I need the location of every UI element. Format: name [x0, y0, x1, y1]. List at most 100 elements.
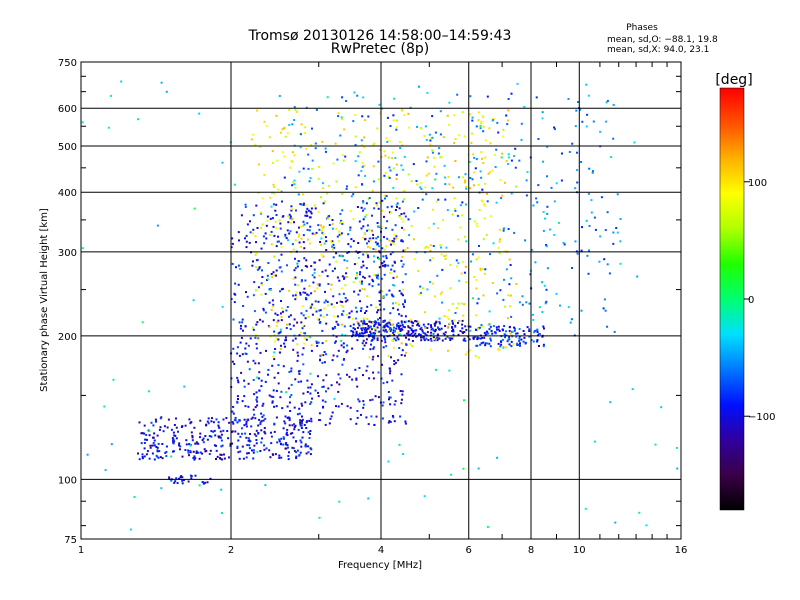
data-point [141, 432, 144, 435]
data-point [212, 421, 215, 424]
data-point [542, 211, 545, 213]
data-point [471, 132, 473, 135]
data-point [339, 134, 342, 137]
data-point [260, 379, 263, 382]
data-point [479, 337, 482, 340]
data-point [293, 106, 296, 109]
data-point [510, 159, 513, 162]
data-point [520, 138, 523, 141]
data-point [146, 438, 148, 441]
data-point [150, 421, 153, 424]
data-point [329, 288, 332, 291]
data-point [156, 446, 159, 449]
data-point [367, 324, 370, 327]
data-point [394, 224, 397, 227]
data-point [306, 379, 309, 382]
data-point [269, 289, 272, 291]
data-point [401, 265, 404, 268]
data-point [391, 151, 394, 154]
data-point [378, 245, 380, 248]
data-point [352, 218, 355, 221]
data-point [352, 334, 354, 337]
data-point [322, 255, 325, 258]
data-point [322, 379, 325, 382]
data-point [230, 246, 233, 249]
data-point [299, 291, 302, 294]
data-point [377, 355, 379, 358]
data-point [429, 281, 431, 284]
data-point [243, 418, 246, 421]
data-point [285, 391, 288, 394]
data-point [213, 429, 216, 432]
data-point [390, 211, 392, 214]
data-point [156, 224, 159, 227]
data-point [185, 443, 188, 446]
data-point [138, 458, 141, 461]
data-point [387, 264, 390, 267]
data-point [404, 420, 407, 423]
data-point [277, 382, 280, 385]
data-point [415, 320, 418, 323]
data-point [425, 337, 428, 340]
data-point [396, 275, 398, 278]
data-point [588, 225, 591, 227]
data-point [395, 173, 398, 176]
data-point [314, 233, 317, 235]
data-point [272, 186, 275, 188]
data-point [440, 253, 443, 256]
data-point [538, 345, 540, 347]
data-point [546, 175, 548, 178]
data-point [217, 424, 220, 427]
data-point [171, 437, 174, 440]
data-point [430, 324, 432, 327]
data-point [605, 101, 608, 104]
data-point [335, 320, 338, 323]
data-point [198, 484, 201, 487]
data-point [315, 341, 318, 344]
data-point [488, 323, 491, 326]
data-point [317, 375, 319, 378]
data-point [369, 348, 372, 351]
data-point [247, 344, 250, 347]
data-point [262, 414, 265, 417]
data-point [294, 298, 297, 301]
data-point [340, 344, 343, 347]
data-point [536, 328, 539, 331]
data-point [243, 395, 246, 398]
data-point [372, 280, 375, 283]
data-point [256, 396, 259, 399]
data-point [309, 216, 312, 219]
data-point [309, 225, 312, 228]
data-point [631, 388, 634, 391]
data-point [484, 139, 487, 142]
data-point [427, 246, 430, 249]
data-point [391, 240, 394, 242]
data-point [412, 331, 414, 334]
data-point [317, 391, 319, 394]
data-point [255, 398, 258, 401]
data-point [175, 426, 178, 429]
data-point [304, 401, 307, 404]
data-point [438, 322, 441, 325]
data-point [321, 361, 324, 364]
data-point [268, 449, 271, 452]
data-point [676, 467, 679, 470]
data-point [179, 445, 182, 448]
data-point [528, 330, 531, 332]
data-point [412, 330, 415, 332]
data-point [430, 331, 433, 334]
data-point [376, 127, 379, 130]
data-point [363, 136, 366, 139]
data-point [188, 443, 191, 446]
data-point [429, 259, 432, 262]
data-point [418, 85, 420, 88]
data-point [484, 182, 487, 185]
data-point [499, 238, 501, 241]
data-point [304, 317, 307, 320]
data-point [365, 267, 368, 269]
data-point [316, 283, 319, 286]
data-point [341, 333, 344, 336]
data-point [368, 320, 371, 323]
data-point [377, 323, 380, 326]
data-point [341, 96, 344, 99]
